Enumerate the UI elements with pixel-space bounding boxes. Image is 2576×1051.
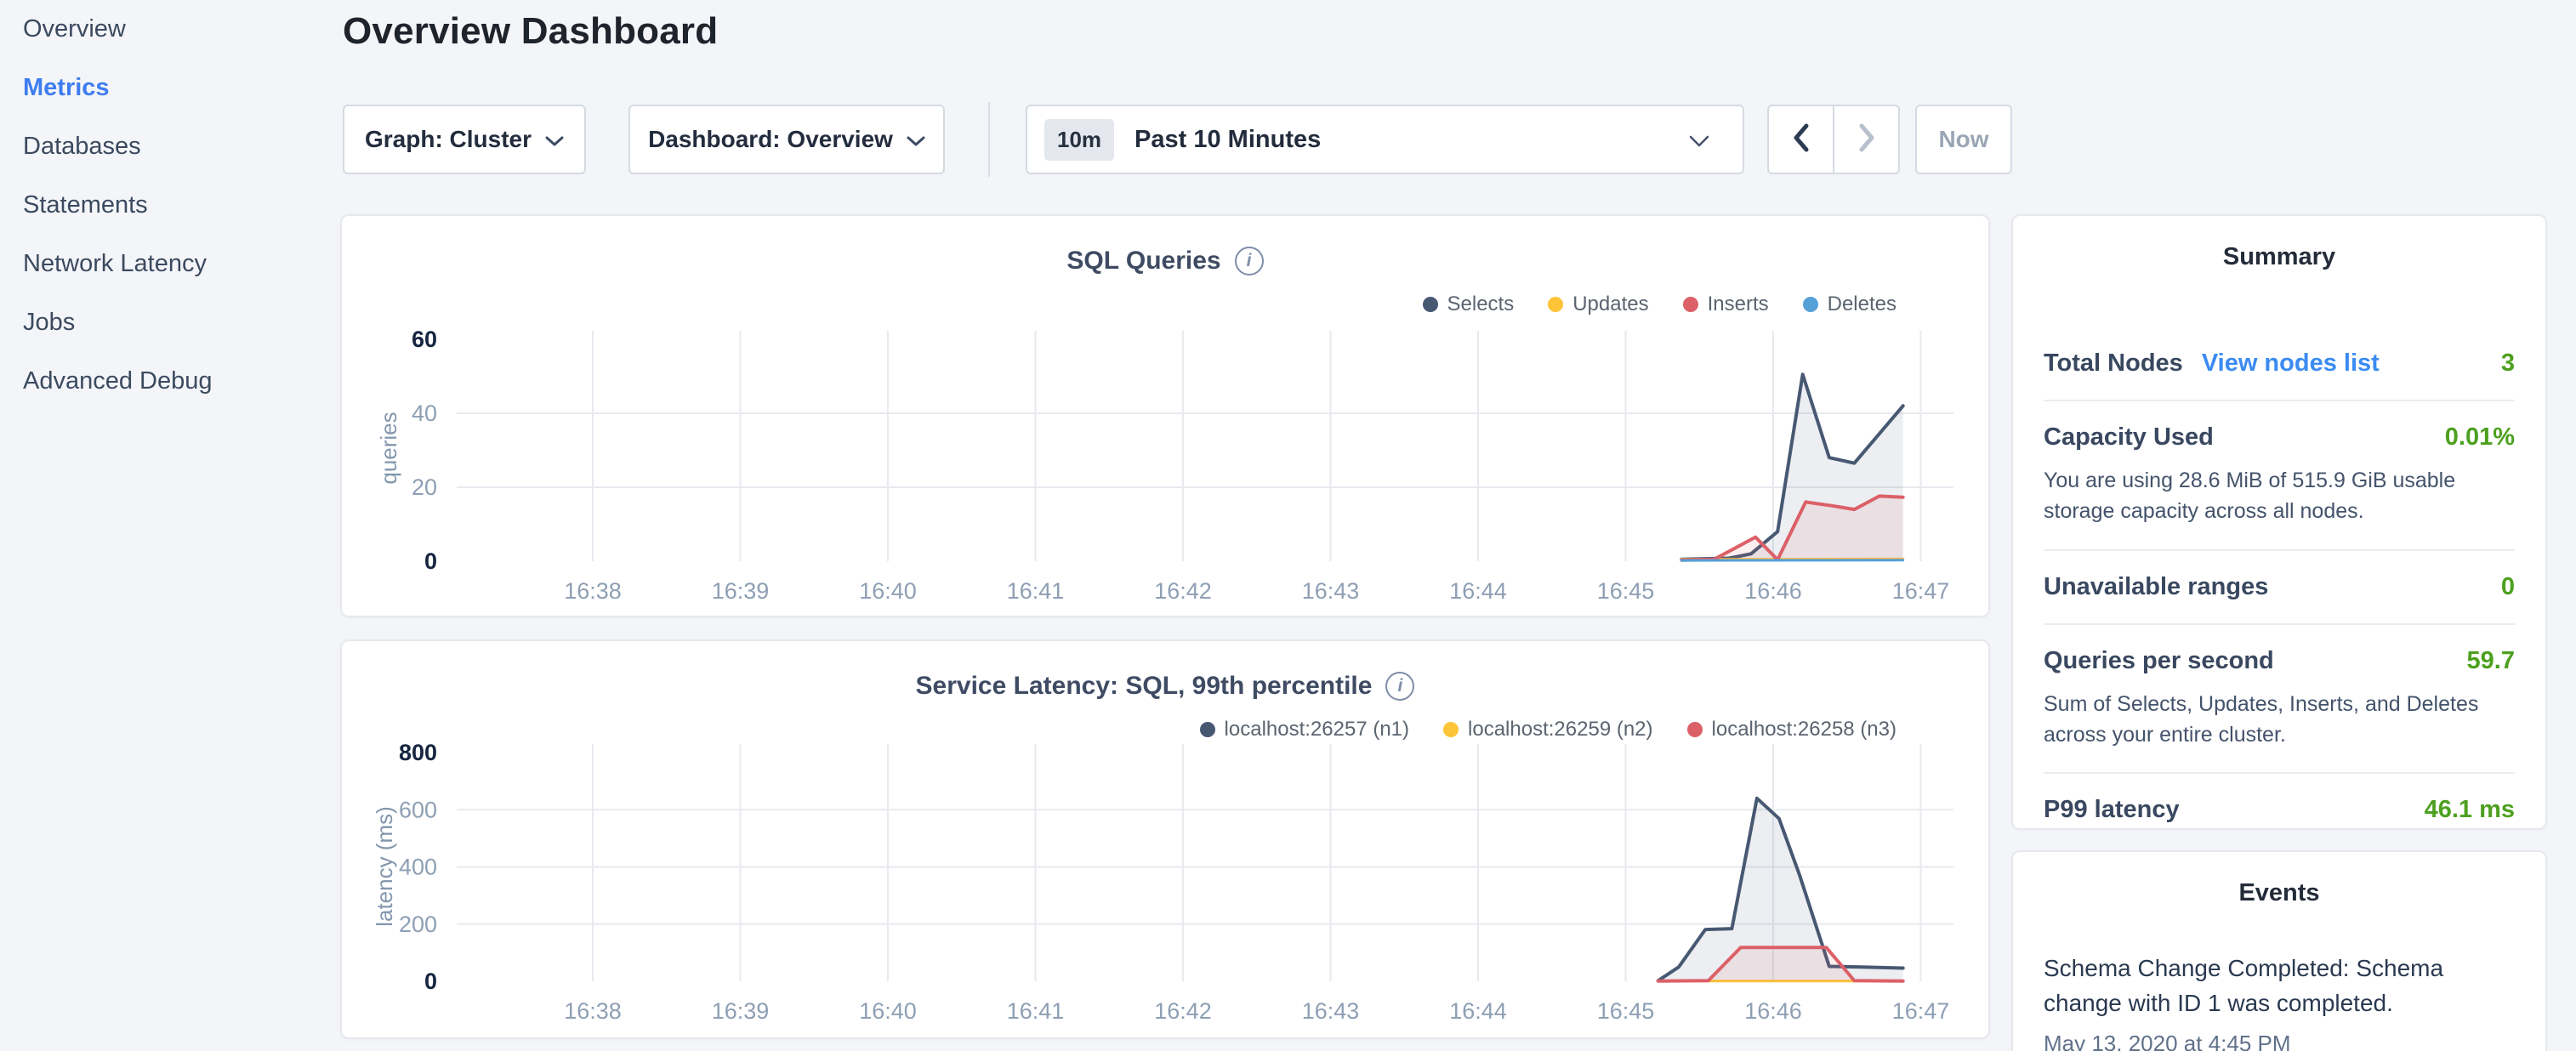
summary-row-value: 3 — [2501, 349, 2515, 378]
view-nodes-list-link[interactable]: View nodes list — [2202, 349, 2380, 378]
svg-text:16:45: 16:45 — [1597, 578, 1655, 604]
summary-row-description: Sum of Selects, Updates, Inserts, and De… — [2044, 689, 2515, 751]
chevron-left-icon — [1792, 122, 1811, 157]
time-range-selector[interactable]: 10m Past 10 Minutes — [1026, 105, 1744, 174]
time-pager — [1767, 105, 1900, 174]
summary-row: P99 latency 46.1 ms — [2044, 774, 2515, 846]
event-timestamp: May 13, 2020 at 4:45 PM — [2044, 1031, 2515, 1051]
summary-row-label: Capacity Used — [2044, 423, 2214, 452]
summary-row-value: 0 — [2501, 573, 2515, 601]
svg-text:16:40: 16:40 — [859, 998, 917, 1024]
service-latency-plot[interactable]: 16:38 16:39 16:40 16:41 16:42 16:43 16:44 16:45… — [342, 718, 1992, 1041]
sidebar-item-statements[interactable]: Statements — [23, 176, 340, 235]
svg-text:20: 20 — [412, 474, 437, 500]
page-title: Overview Dashboard — [343, 10, 718, 53]
summary-row: Queries per second 59.7 Sum of Selects, Up… — [2044, 625, 2515, 775]
summary-row-head: Unavailable ranges 0 — [2044, 573, 2515, 601]
service-latency-chart-panel: Service Latency: SQL, 99th percentile i … — [340, 639, 1990, 1039]
summary-row-value: 59.7 — [2467, 647, 2515, 675]
sidebar-nav-list: OverviewMetricsDatabasesStatementsNetwor… — [0, 0, 340, 411]
sidebar-item-advanced-debug[interactable]: Advanced Debug — [23, 352, 340, 411]
summary-row: Total Nodes View nodes list 3 — [2044, 327, 2515, 401]
svg-text:16:38: 16:38 — [564, 578, 622, 604]
summary-panel: Summary Total Nodes View nodes list 3 Capac… — [2011, 214, 2547, 830]
summary-row-head: P99 latency 46.1 ms — [2044, 796, 2515, 824]
svg-text:16:41: 16:41 — [1007, 998, 1065, 1024]
chevron-down-icon — [545, 126, 564, 153]
svg-text:16:43: 16:43 — [1302, 578, 1360, 604]
events-list: Schema Change Completed: Schema change w… — [2013, 952, 2545, 1051]
svg-text:16:41: 16:41 — [1007, 578, 1065, 604]
sql-queries-plot[interactable]: 16:38 16:39 16:40 16:41 16:42 16:43 16:44 16:45… — [342, 293, 1992, 619]
dashboard-dropdown-label: Dashboard: Overview — [648, 126, 893, 153]
svg-text:16:46: 16:46 — [1744, 578, 1802, 604]
summary-row-head: Queries per second 59.7 — [2044, 647, 2515, 675]
summary-row-description: You are using 28.6 MiB of 515.9 GiB usab… — [2044, 465, 2515, 527]
svg-text:800: 800 — [399, 740, 437, 765]
event-text: Schema Change Completed: Schema change w… — [2044, 952, 2515, 1020]
svg-text:16:47: 16:47 — [1892, 998, 1950, 1024]
svg-text:16:39: 16:39 — [712, 998, 770, 1024]
svg-text:16:42: 16:42 — [1154, 578, 1212, 604]
sidebar-item-overview[interactable]: Overview — [23, 0, 340, 59]
chevron-down-icon — [907, 126, 925, 153]
summary-row-value: 46.1 ms — [2425, 796, 2515, 824]
time-range-badge: 10m — [1044, 119, 1114, 161]
svg-text:16:42: 16:42 — [1154, 998, 1212, 1024]
sidebar-item-metrics[interactable]: Metrics — [23, 59, 340, 117]
now-button[interactable]: Now — [1915, 105, 2012, 174]
graph-dropdown[interactable]: Graph: Cluster — [343, 105, 586, 174]
chart-title: SQL Queries — [1066, 247, 1220, 276]
chevron-down-icon — [1688, 134, 1710, 152]
summary-title: Summary — [2013, 216, 2545, 271]
svg-text:16:43: 16:43 — [1302, 998, 1360, 1024]
event-item[interactable]: Schema Change Completed: Schema change w… — [2044, 952, 2515, 1051]
svg-text:16:44: 16:44 — [1449, 998, 1507, 1024]
time-range-label: Past 10 Minutes — [1134, 126, 1321, 154]
sidebar: OverviewMetricsDatabasesStatementsNetwor… — [0, 0, 340, 1051]
sidebar-item-databases[interactable]: Databases — [23, 117, 340, 176]
summary-row-head: Total Nodes View nodes list 3 — [2044, 349, 2515, 378]
info-icon[interactable]: i — [1385, 672, 1414, 701]
chevron-right-icon — [1857, 122, 1876, 157]
svg-text:16:44: 16:44 — [1449, 578, 1507, 604]
summary-row-label: Total Nodes — [2044, 349, 2183, 378]
next-timespan-button[interactable] — [1834, 106, 1898, 173]
summary-row-head: Capacity Used 0.01% — [2044, 423, 2515, 452]
svg-text:200: 200 — [399, 912, 437, 937]
events-panel: Events Schema Change Completed: Schema c… — [2011, 850, 2547, 1051]
sidebar-item-jobs[interactable]: Jobs — [23, 293, 340, 352]
summary-rows: Total Nodes View nodes list 3 Capacity Used… — [2044, 327, 2515, 846]
info-icon[interactable]: i — [1235, 247, 1264, 276]
summary-row-label: Unavailable ranges — [2044, 573, 2268, 601]
svg-text:400: 400 — [399, 855, 437, 880]
svg-text:16:39: 16:39 — [712, 578, 770, 604]
svg-text:40: 40 — [412, 401, 437, 426]
toolbar-divider — [988, 102, 990, 177]
dashboard-dropdown[interactable]: Dashboard: Overview — [628, 105, 945, 174]
svg-text:16:46: 16:46 — [1744, 998, 1802, 1024]
sql-queries-chart-panel: SQL Queries i SelectsUpdatesInsertsDelet… — [340, 214, 1990, 617]
svg-text:60: 60 — [412, 327, 437, 352]
previous-timespan-button[interactable] — [1769, 106, 1834, 173]
svg-text:16:45: 16:45 — [1597, 998, 1655, 1024]
svg-text:16:47: 16:47 — [1892, 578, 1950, 604]
sidebar-item-network-latency[interactable]: Network Latency — [23, 235, 340, 293]
svg-text:16:40: 16:40 — [859, 578, 917, 604]
events-title: Events — [2013, 852, 2545, 907]
svg-text:0: 0 — [424, 548, 437, 574]
summary-row-value: 0.01% — [2445, 423, 2515, 452]
svg-text:16:38: 16:38 — [564, 998, 622, 1024]
summary-row: Unavailable ranges 0 — [2044, 551, 2515, 625]
svg-text:0: 0 — [424, 969, 437, 994]
summary-row-label: P99 latency — [2044, 796, 2180, 824]
summary-row-label: Queries per second — [2044, 647, 2274, 675]
chart-title: Service Latency: SQL, 99th percentile — [916, 672, 1373, 701]
graph-dropdown-label: Graph: Cluster — [365, 126, 532, 153]
summary-row: Capacity Used 0.01% You are using 28.6 MiB… — [2044, 401, 2515, 551]
svg-text:600: 600 — [399, 797, 437, 822]
